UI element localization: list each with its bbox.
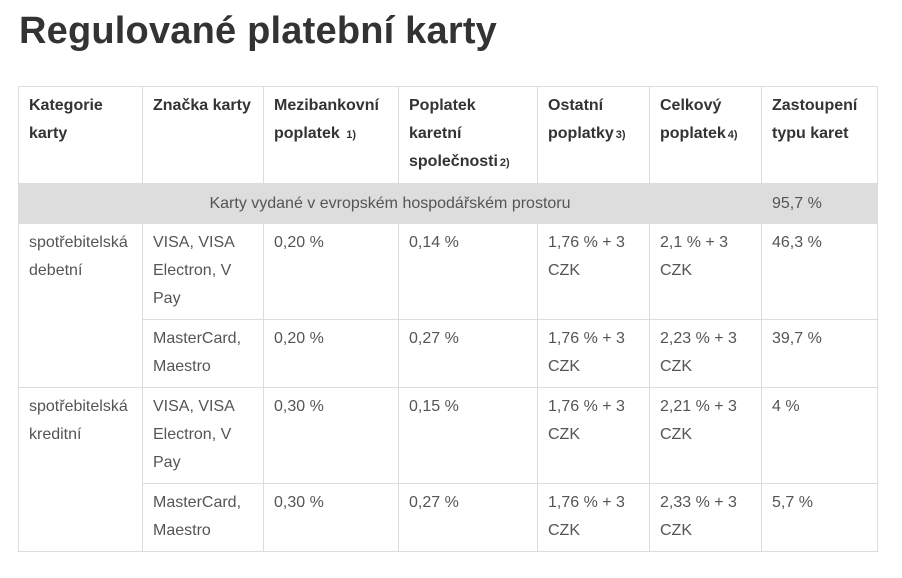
page-title: Regulované platební karty [19, 10, 498, 52]
table-row: spotřebitelská kreditní VISA, VISA Elect… [18, 387, 878, 552]
total-fee-cell: 2,33 % + 3 CZK [649, 483, 762, 552]
share-cell: 4 % [761, 387, 878, 484]
share-cell: 46,3 % [761, 223, 878, 320]
header-interbank-fee: Mezibankovní poplatek 1) [263, 86, 399, 184]
footnote-marker: 2) [499, 157, 510, 169]
other-fees-cell: 1,76 % + 3 CZK [537, 223, 650, 320]
total-fee-cell: 2,23 % + 3 CZK [649, 319, 762, 388]
card-company-fee-cell: 0,15 % [398, 387, 538, 484]
interbank-fee-cell: 0,30 % [263, 483, 399, 552]
other-fees-cell: 1,76 % + 3 CZK [537, 483, 650, 552]
footnote-marker: 3) [615, 129, 626, 141]
header-card-brand: Značka karty [142, 86, 264, 184]
table-row: spotřebitelská debetní VISA, VISA Electr… [18, 223, 878, 388]
interbank-fee-cell: 0,20 % [263, 319, 399, 388]
header-other-fees: Ostatní poplatky 3) [537, 86, 650, 184]
share-cell: 39,7 % [761, 319, 878, 388]
region-label: Karty vydané v evropském hospodářském pr… [18, 183, 762, 224]
total-fee-cell: 2,1 % + 3 CZK [649, 223, 762, 320]
header-card-category: Kategorie karty [18, 86, 143, 184]
other-fees-cell: 1,76 % + 3 CZK [537, 387, 650, 484]
table-row: MasterCard, Maestro 0,30 % 0,27 % 1,76 %… [19, 483, 878, 552]
card-company-fee-cell: 0,27 % [398, 483, 538, 552]
header-card-share: Zastoupení typu karet [761, 86, 878, 184]
header-total-fee: Celkový poplatek 4) [649, 86, 762, 184]
total-fee-cell: 2,21 % + 3 CZK [649, 387, 762, 484]
card-fees-table: Kategorie karty Značka karty Mezibankovn… [18, 86, 878, 552]
card-company-fee-cell: 0,27 % [398, 319, 538, 388]
brand-cell: MasterCard, Maestro [142, 483, 264, 552]
region-row: Karty vydané v evropském hospodářském pr… [18, 183, 878, 224]
share-cell: 5,7 % [761, 483, 878, 552]
region-share: 95,7 % [761, 183, 878, 224]
footnote-marker: 1) [346, 129, 357, 141]
other-fees-cell: 1,76 % + 3 CZK [537, 319, 650, 388]
header-card-company-fee: Poplatek karetní společnosti 2) [398, 86, 538, 184]
brand-cell: VISA, VISA Electron, V Pay [142, 223, 264, 320]
footnote-marker: 4) [727, 129, 738, 141]
table-header-row: Kategorie karty Značka karty Mezibankovn… [18, 86, 878, 184]
table-row: MasterCard, Maestro 0,20 % 0,27 % 1,76 %… [19, 319, 878, 388]
card-company-fee-cell: 0,14 % [398, 223, 538, 320]
interbank-fee-cell: 0,20 % [263, 223, 399, 320]
brand-cell: VISA, VISA Electron, V Pay [142, 387, 264, 484]
interbank-fee-cell: 0,30 % [263, 387, 399, 484]
brand-cell: MasterCard, Maestro [142, 319, 264, 388]
category-cell: spotřebitelská kreditní [18, 387, 143, 552]
category-cell: spotřebitelská debetní [18, 223, 143, 388]
